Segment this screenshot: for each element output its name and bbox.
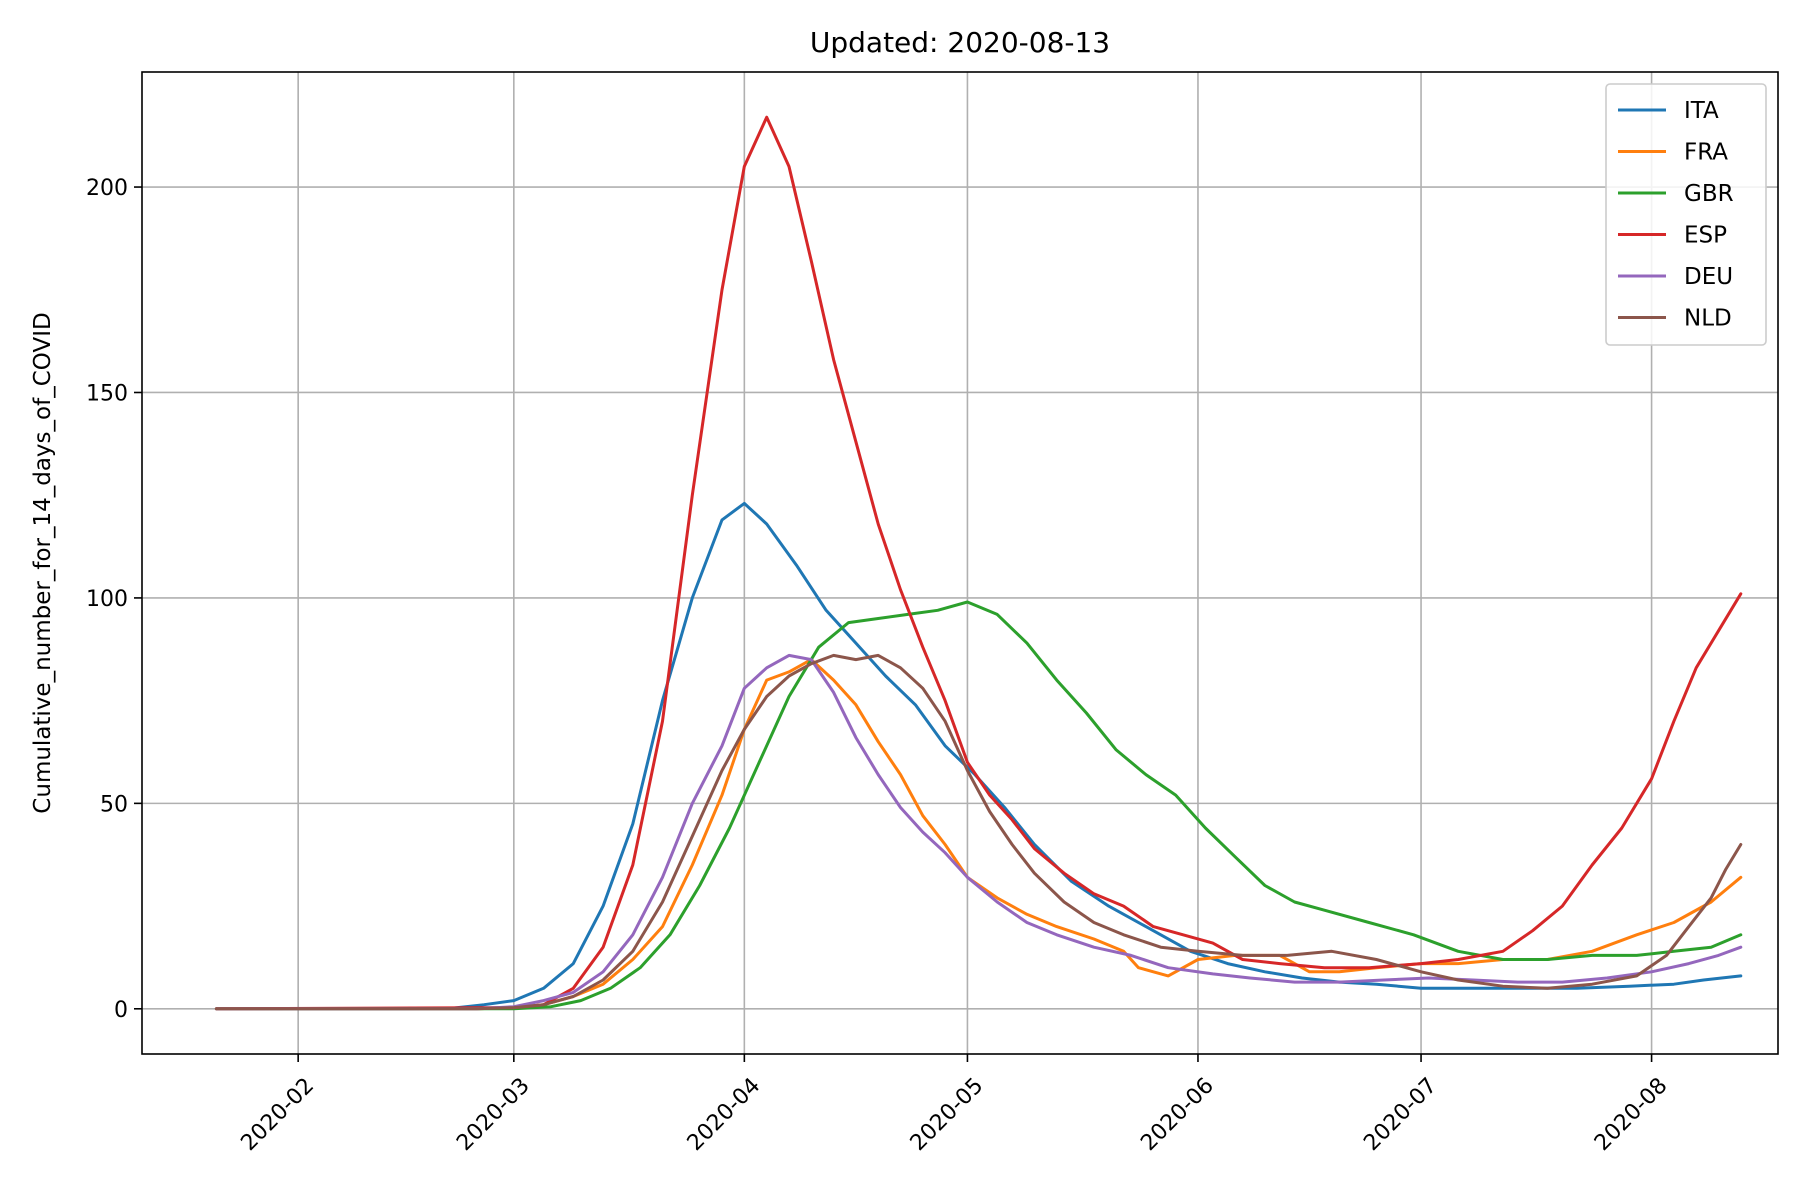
y-tick-label: 150	[86, 381, 128, 406]
y-axis-title: Cumulative_number_for_14_days_of_COVID	[30, 312, 56, 813]
y-tick-label: 200	[86, 176, 128, 201]
legend-box	[1605, 83, 1767, 346]
series-line-ita	[214, 501, 1743, 1011]
y-tick-label: 50	[100, 792, 128, 817]
legend: ITA FRA GBR ESP DEU NLD	[1605, 83, 1767, 346]
series-line-esp	[214, 115, 1743, 1011]
plot-frame	[141, 71, 1779, 1055]
series-line-deu	[214, 653, 1743, 1011]
chart-title: Updated: 2020-08-13	[810, 26, 1110, 59]
series-line-nld	[214, 653, 1743, 1011]
y-tick-label: 0	[114, 998, 128, 1023]
legend-label: ESP	[1684, 223, 1727, 249]
series-line-gbr	[214, 600, 1743, 1011]
series-lines	[214, 115, 1743, 1011]
legend-label: GBR	[1684, 181, 1734, 207]
y-tick-label: 100	[86, 587, 128, 612]
legend-label: DEU	[1684, 264, 1733, 290]
legend-label: ITA	[1684, 98, 1719, 124]
series-line-fra	[214, 658, 1743, 1011]
legend-label: NLD	[1684, 306, 1732, 332]
legend-label: FRA	[1684, 140, 1728, 166]
